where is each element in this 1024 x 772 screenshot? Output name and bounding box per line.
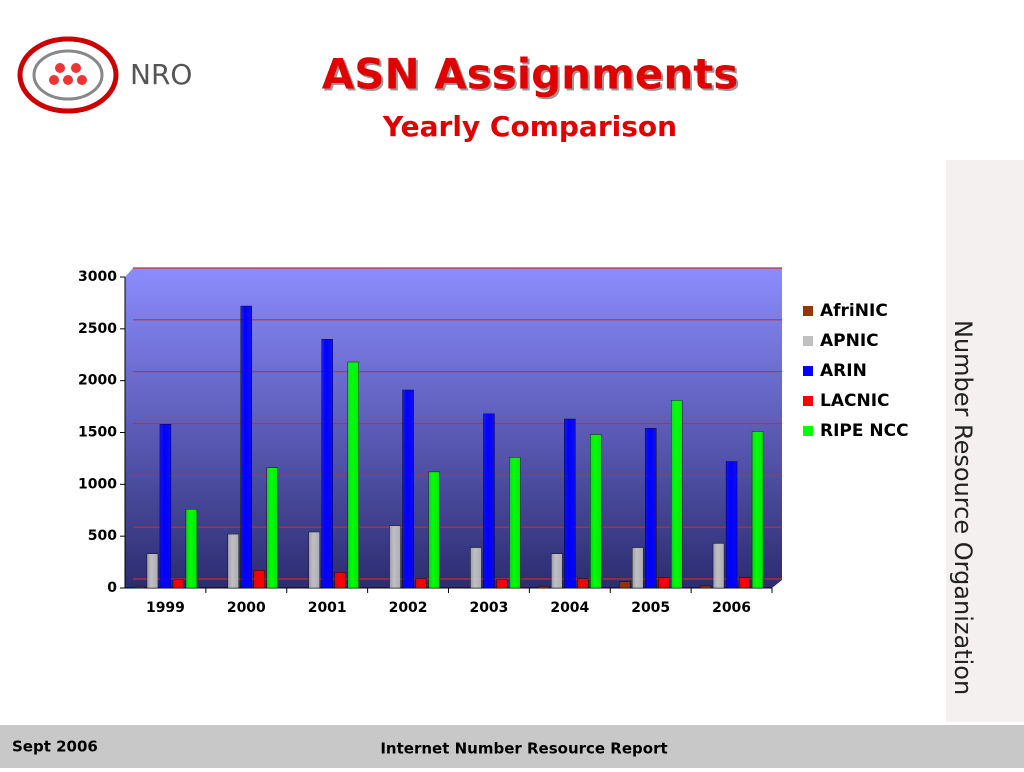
bar <box>725 461 738 589</box>
y-tick-label: 2000 <box>78 373 117 389</box>
x-tick-label: 1999 <box>146 600 185 616</box>
bar <box>564 418 576 589</box>
logo-dot <box>71 63 81 73</box>
y-tick-label: 3000 <box>78 269 117 285</box>
plot: 0 500 1000 1500 2000 2500 3000 1999 2000 2001 2002… <box>78 267 909 616</box>
bar <box>590 434 602 589</box>
legend-label: ARIN <box>820 361 867 381</box>
bar <box>457 587 469 589</box>
logo-ring <box>17 36 119 114</box>
bar <box>657 577 670 589</box>
y-tick-label: 500 <box>88 528 117 544</box>
bar <box>738 577 751 589</box>
bar <box>670 400 683 589</box>
footer-bar <box>0 725 1024 768</box>
bar <box>699 585 712 589</box>
bar <box>321 339 333 589</box>
x-tick-label: 2000 <box>227 600 266 616</box>
chart-subtitle: Yearly Comparison <box>382 110 677 143</box>
bar <box>185 509 198 589</box>
y-tick-label: 2500 <box>78 321 117 337</box>
bar <box>334 572 346 589</box>
bar <box>146 553 159 589</box>
bar <box>483 413 495 589</box>
logo-ring <box>32 49 104 101</box>
footer-center: Internet Number Resource Report <box>380 740 667 758</box>
footer-left: Sept 2006 <box>12 738 98 756</box>
x-tick-label: 2003 <box>469 600 508 616</box>
legend-swatch <box>803 336 813 346</box>
bar <box>389 525 401 589</box>
legend-swatch <box>803 366 813 376</box>
legend-label: APNIC <box>820 331 879 351</box>
bar <box>133 586 146 589</box>
bar <box>509 457 521 589</box>
bar <box>644 428 657 589</box>
bar <box>402 389 414 589</box>
x-tick-label: 2004 <box>550 600 589 616</box>
bar <box>159 424 172 589</box>
x-tick-label: 2001 <box>308 600 347 616</box>
bar <box>551 553 563 589</box>
bar <box>308 531 320 589</box>
y-tick-label: 1000 <box>78 476 117 492</box>
logo-dot <box>77 75 87 85</box>
y-tick-label: 0 <box>107 580 117 596</box>
bar <box>631 547 644 589</box>
title-shadow: ASN Assignments <box>324 52 741 101</box>
bar <box>295 587 307 589</box>
legend-label: AfriNIC <box>820 301 888 321</box>
bar <box>172 579 185 589</box>
side-panel <box>946 160 1024 722</box>
bar <box>712 543 725 589</box>
bar <box>538 586 550 589</box>
bar <box>577 578 589 589</box>
logo-dot <box>55 63 65 73</box>
legend-label: LACNIC <box>820 391 890 411</box>
chart-title: ASN Assignments <box>322 50 739 99</box>
bar <box>415 578 427 589</box>
legend-swatch <box>803 426 813 436</box>
x-tick-label: 2005 <box>631 600 670 616</box>
bar <box>240 305 253 589</box>
logo-dot <box>49 75 59 85</box>
bar <box>253 570 266 589</box>
bar <box>496 579 508 589</box>
bar <box>428 471 440 589</box>
logo: NRO <box>17 36 192 114</box>
legend-label: RIPE NCC <box>820 421 909 441</box>
bar <box>227 533 240 589</box>
x-tick-label: 2002 <box>389 600 428 616</box>
side-text: Number Resource Organization <box>949 320 977 695</box>
bar <box>751 431 764 589</box>
legend-swatch <box>803 396 813 406</box>
logo-text: NRO <box>130 58 192 91</box>
legend-swatch <box>803 306 813 316</box>
bar <box>618 581 631 589</box>
y-tick-label: 1500 <box>78 425 117 441</box>
x-tick-label: 2006 <box>712 600 751 616</box>
bar <box>470 547 482 589</box>
bar <box>214 587 227 589</box>
logo-dot <box>63 75 73 85</box>
bar <box>376 587 388 589</box>
bar <box>266 467 279 589</box>
bar <box>347 361 359 589</box>
plot-area <box>125 268 782 588</box>
